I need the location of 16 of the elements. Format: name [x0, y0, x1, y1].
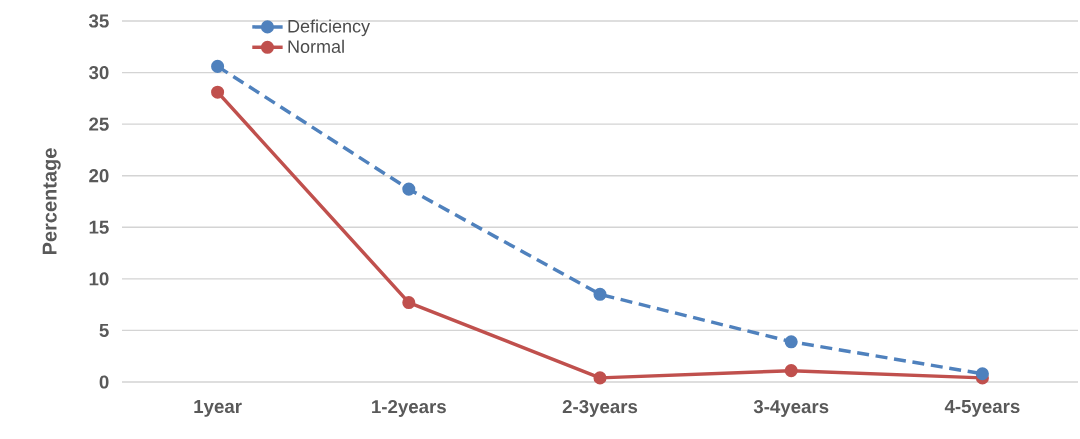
x-tick-label: 1-2years: [372, 400, 446, 417]
y-axis-title: Percentage: [42, 148, 61, 255]
legend-label: Normal: [288, 39, 344, 53]
y-tick-label: 25: [89, 117, 109, 131]
legend-label: Deficiency: [288, 19, 371, 37]
y-tick-label: 15: [89, 220, 109, 234]
y-tick-label: 30: [88, 65, 109, 80]
y-tick-label: 20: [89, 169, 109, 183]
y-tick-label: 35: [88, 14, 109, 28]
y-tick-label: 0: [99, 375, 109, 389]
x-tick-label: 4-5years: [944, 400, 1020, 417]
x-tick-label: 2-3years: [562, 400, 638, 417]
x-tick-label: 3-4years: [753, 400, 829, 417]
y-tick-label: 5: [99, 323, 109, 337]
y-tick-label: 10: [89, 272, 109, 286]
x-tick-label: 1year: [194, 400, 242, 417]
